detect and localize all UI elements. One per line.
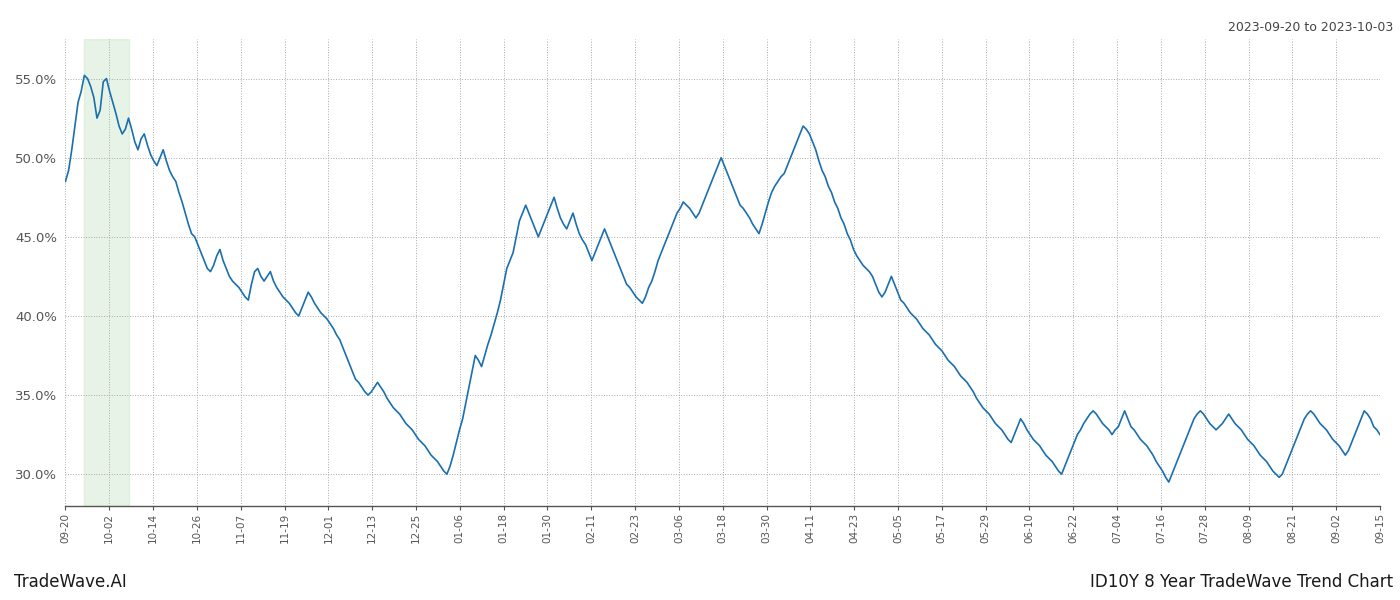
Text: TradeWave.AI: TradeWave.AI [14,573,127,591]
Text: ID10Y 8 Year TradeWave Trend Chart: ID10Y 8 Year TradeWave Trend Chart [1089,573,1393,591]
Bar [84,39,129,506]
Text: 2023-09-20 to 2023-10-03: 2023-09-20 to 2023-10-03 [1228,21,1393,34]
